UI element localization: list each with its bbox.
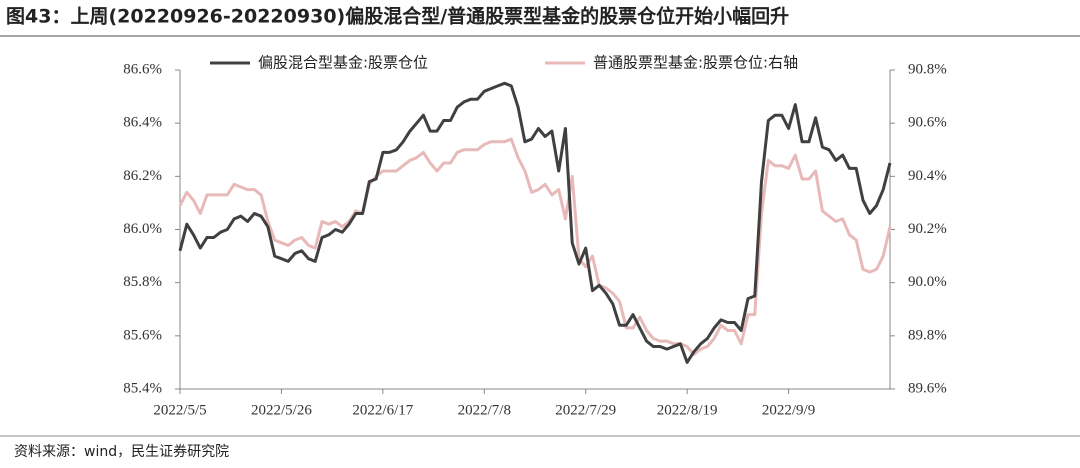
x-tick-label: 2022/5/5	[153, 402, 206, 418]
y2-tick-label: 90.8%	[908, 61, 947, 77]
y2-tick-label: 89.8%	[908, 327, 947, 343]
y-tick-label: 85.8%	[123, 274, 162, 290]
chart-title: 图43：上周(20220926-20220930)偏股混合型/普通股票型基金的股…	[6, 5, 789, 28]
y-tick-label: 86.0%	[123, 221, 162, 237]
legend-label: 偏股混合型基金:股票仓位	[258, 54, 428, 72]
y-tick-label: 86.6%	[123, 61, 162, 77]
legend-label: 普通股票型基金:股票仓位:右轴	[593, 54, 798, 72]
x-tick-label: 2022/7/8	[458, 402, 511, 418]
series-line	[178, 81, 892, 364]
y2-tick-label: 90.6%	[908, 115, 947, 131]
source-note: 资料来源：wind，民生证券研究院	[14, 444, 229, 460]
x-tick-label: 2022/6/17	[352, 402, 413, 418]
y-tick-label: 86.2%	[123, 168, 162, 184]
x-tick-label: 2022/8/19	[657, 402, 718, 418]
y2-tick-label: 90.4%	[908, 168, 947, 184]
y2-tick-label: 89.6%	[908, 380, 947, 396]
y-tick-label: 86.4%	[123, 115, 162, 131]
x-tick-label: 2022/5/26	[251, 402, 312, 418]
series-line	[178, 137, 892, 356]
x-tick-label: 2022/7/29	[555, 402, 616, 418]
y-tick-label: 85.6%	[123, 327, 162, 343]
x-tick-label: 2022/9/9	[762, 402, 815, 418]
y2-tick-label: 90.0%	[908, 274, 947, 290]
y2-tick-label: 90.2%	[908, 221, 947, 237]
y-tick-label: 85.4%	[123, 380, 162, 396]
